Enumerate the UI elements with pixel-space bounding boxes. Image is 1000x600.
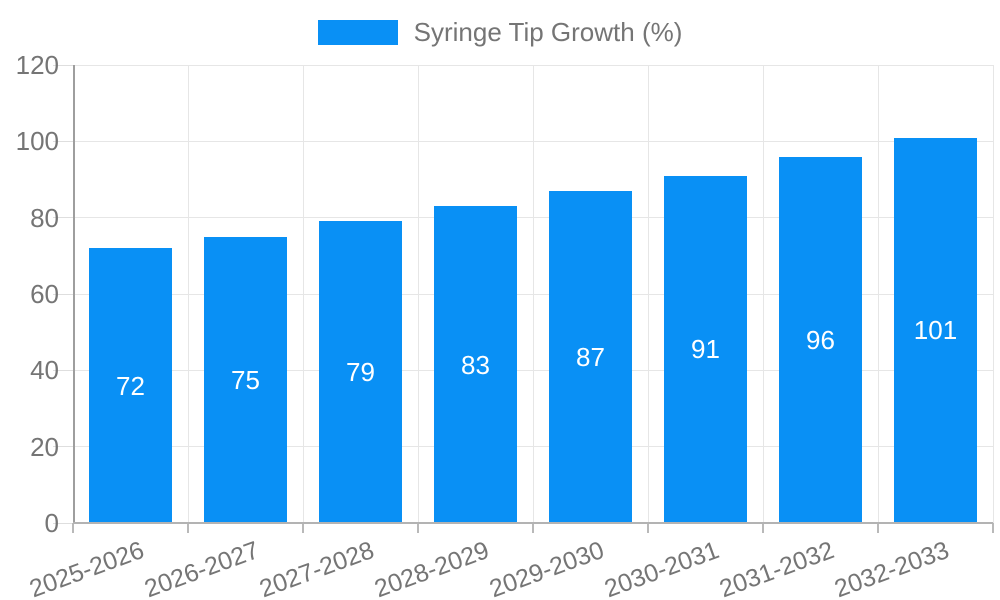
bar-value-label: 75 [231, 364, 260, 395]
y-axis-tick [53, 369, 73, 371]
x-axis-tick-label: 2031-2032 [715, 536, 838, 600]
gridline-vertical [762, 65, 764, 523]
y-axis-tick-label: 80 [30, 202, 59, 233]
bar-value-label: 79 [346, 357, 375, 388]
gridline-vertical [992, 65, 994, 523]
y-axis-tick-label: 60 [30, 279, 59, 309]
x-axis-tick [877, 523, 879, 533]
gridline-vertical [532, 65, 534, 523]
bar: 91 [664, 175, 747, 523]
x-axis-tick-label: 2026-2027 [140, 536, 263, 600]
y-axis-tick [53, 293, 73, 295]
x-axis-tick [762, 523, 764, 533]
y-axis-tick [53, 64, 73, 66]
x-axis-tick-label: 2025-2026 [25, 536, 148, 600]
x-axis-tick-label: 2027-2028 [255, 536, 378, 600]
gridline-vertical [417, 65, 419, 523]
bar-value-label: 83 [461, 349, 490, 380]
legend-swatch [317, 19, 398, 45]
y-axis-tick-label: 40 [30, 355, 59, 386]
x-axis-tick-label: 2032-2033 [830, 536, 953, 600]
legend-label: Syringe Tip Growth (%) [413, 17, 683, 47]
bar: 101 [894, 137, 977, 523]
y-axis-tick [53, 217, 73, 219]
bar: 87 [549, 190, 632, 523]
x-axis-tick [72, 523, 74, 533]
y-axis-tick [53, 522, 73, 524]
y-axis-tick [53, 446, 73, 448]
x-axis-tick [187, 523, 189, 533]
y-axis-tick-label: 0 [44, 508, 59, 538]
x-axis-tick-label: 2029-2030 [485, 536, 608, 600]
y-axis-tick-label: 20 [30, 431, 59, 462]
y-axis-tick [53, 140, 73, 142]
x-axis-tick [647, 523, 649, 533]
bar-value-label: 96 [806, 324, 835, 355]
x-axis-line [73, 522, 993, 524]
plot-area: 0 20 40 60 80 100 120 72 2025-2026 75 2026-2027 79 2… [16, 50, 994, 600]
bar: 72 [89, 248, 172, 523]
x-axis-tick [532, 523, 534, 533]
chart-legend: Syringe Tip Growth (%) [0, 18, 1000, 46]
y-axis-line [73, 65, 75, 523]
bar-value-label: 87 [576, 341, 605, 372]
bar-value-label: 72 [116, 370, 145, 401]
bar-value-label: 91 [691, 334, 720, 365]
y-axis-tick-label: 100 [15, 126, 59, 157]
bar-value-label: 101 [913, 315, 958, 346]
gridline-vertical [877, 65, 879, 523]
y-axis-tick-label: 120 [15, 50, 59, 80]
gridline-vertical [187, 65, 189, 523]
bar: 75 [204, 236, 287, 523]
bar: 83 [434, 206, 517, 523]
bar: 79 [319, 221, 402, 523]
x-axis-tick-label: 2028-2029 [370, 536, 493, 600]
gridline-vertical [647, 65, 649, 523]
x-axis-tick [417, 523, 419, 533]
x-axis-tick [302, 523, 304, 533]
bar: 96 [779, 156, 862, 523]
x-axis-tick-label: 2030-2031 [600, 536, 723, 600]
gridline-vertical [302, 65, 304, 523]
x-axis-tick [992, 523, 994, 533]
